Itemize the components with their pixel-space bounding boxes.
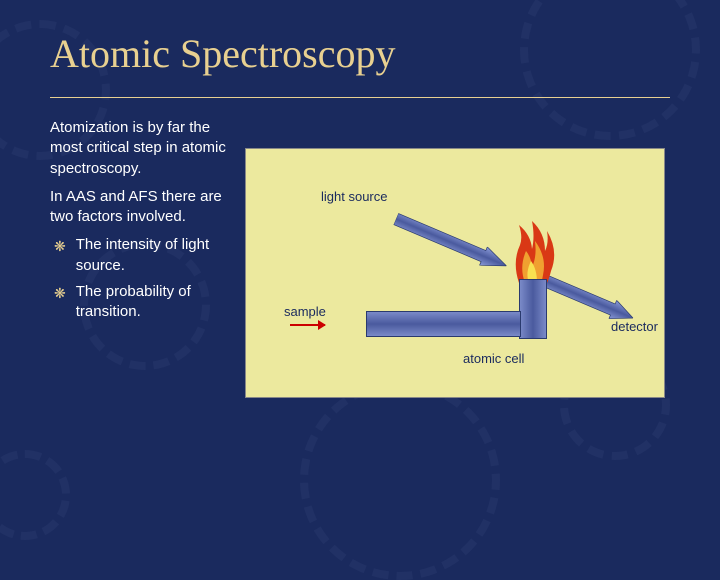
paragraph-2: In AAS and AFS there are two factors inv… [50, 187, 230, 228]
label-sample: sample [284, 304, 326, 319]
bullet-item: ❋ The intensity of light source. [50, 235, 230, 276]
bullet-text: The intensity of light source. [76, 235, 230, 276]
gear-bullet-icon: ❋ [54, 237, 66, 256]
label-light-source: light source [321, 189, 387, 204]
title-divider [50, 97, 670, 98]
burner-tube [366, 311, 521, 337]
bullet-text: The probability of transition. [76, 282, 230, 323]
text-column: Atomization is by far the most critical … [50, 118, 230, 398]
bullet-item: ❋ The probability of transition. [50, 282, 230, 323]
paragraph-1: Atomization is by far the most critical … [50, 118, 230, 179]
flame-icon [509, 217, 559, 287]
sample-arrow [290, 324, 325, 326]
burner-head [519, 279, 547, 339]
slide-title: Atomic Spectroscopy [50, 30, 670, 77]
light-arrow-in [392, 210, 510, 275]
diagram-container: light source sample atomic cell detector [245, 148, 665, 398]
gear-bullet-icon: ❋ [54, 284, 66, 303]
label-atomic-cell: atomic cell [463, 351, 524, 366]
